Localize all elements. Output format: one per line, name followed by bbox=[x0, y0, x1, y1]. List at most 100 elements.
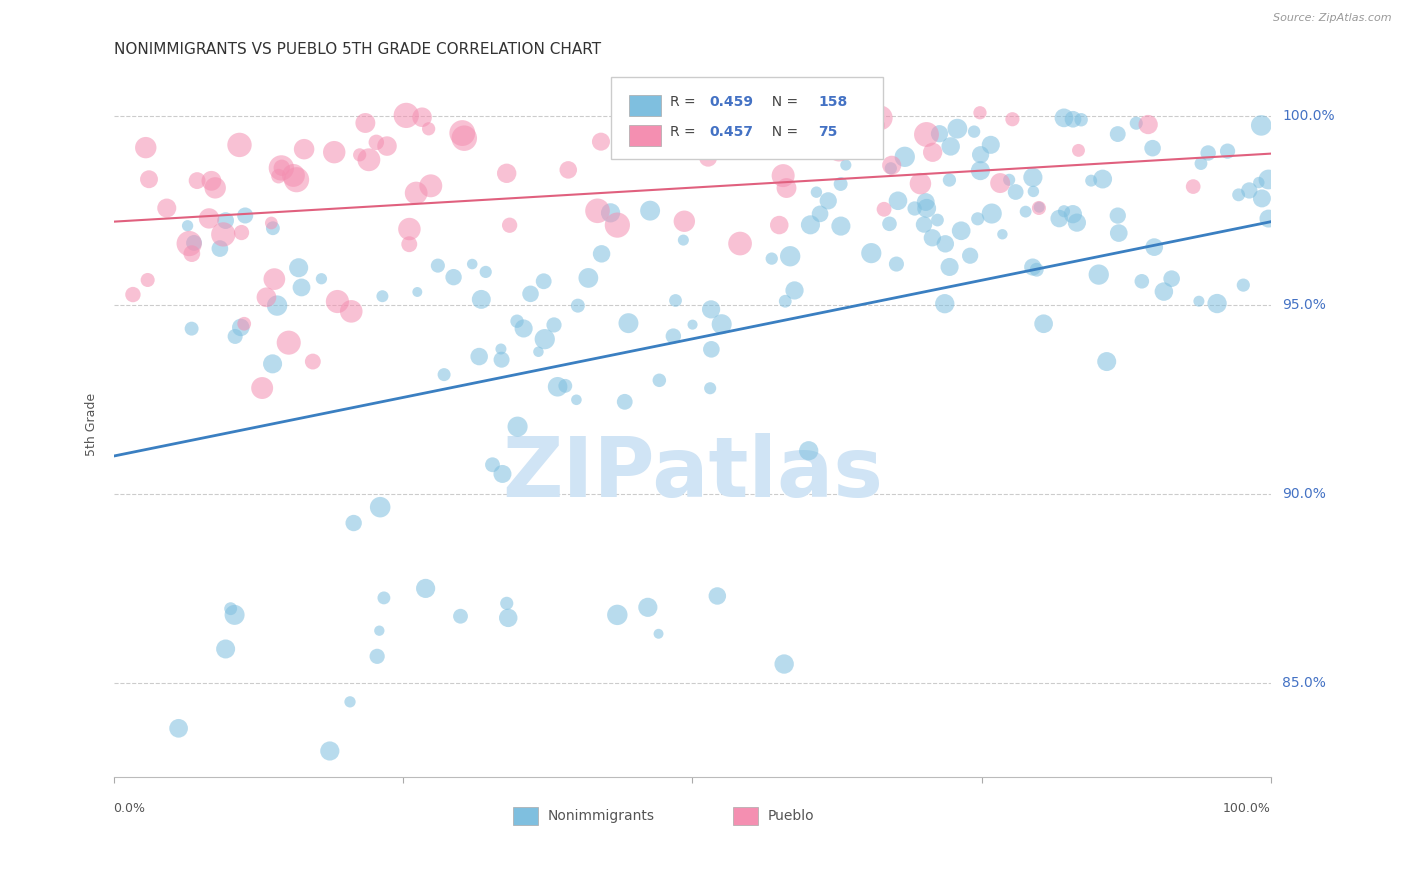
Point bbox=[613, 394, 636, 409]
Point bbox=[270, 161, 292, 175]
Text: Pueblo: Pueblo bbox=[768, 809, 814, 823]
Point bbox=[357, 153, 380, 167]
Point bbox=[224, 329, 246, 343]
Point bbox=[1053, 111, 1076, 125]
FancyBboxPatch shape bbox=[733, 807, 758, 825]
Point bbox=[398, 222, 420, 236]
Point bbox=[183, 235, 205, 250]
Point bbox=[648, 373, 671, 387]
Point bbox=[368, 500, 391, 515]
Point bbox=[323, 145, 346, 160]
Y-axis label: 5th Grade: 5th Grade bbox=[86, 392, 98, 456]
Point bbox=[1251, 191, 1274, 205]
Point bbox=[921, 145, 943, 160]
Point bbox=[912, 218, 935, 232]
Point bbox=[1066, 216, 1088, 230]
Point bbox=[700, 343, 723, 357]
Point bbox=[180, 321, 202, 335]
Point bbox=[910, 177, 932, 191]
Point bbox=[411, 110, 433, 124]
Point bbox=[950, 224, 973, 238]
Point bbox=[772, 169, 794, 183]
Point bbox=[835, 158, 858, 172]
Point bbox=[1028, 200, 1050, 214]
Point bbox=[287, 260, 309, 275]
Point bbox=[233, 209, 256, 223]
Text: R =: R = bbox=[671, 125, 700, 139]
Point bbox=[470, 293, 492, 307]
Point bbox=[828, 143, 851, 157]
Point bbox=[506, 314, 529, 328]
Point bbox=[1080, 174, 1102, 188]
Point bbox=[879, 217, 901, 231]
Point bbox=[927, 213, 949, 227]
Point bbox=[262, 221, 284, 235]
Point bbox=[214, 213, 236, 227]
Point bbox=[136, 273, 159, 287]
Point bbox=[576, 271, 599, 285]
Text: R =: R = bbox=[671, 95, 700, 109]
Text: 158: 158 bbox=[818, 95, 848, 109]
Point bbox=[340, 304, 363, 318]
Point bbox=[969, 163, 991, 178]
Text: 90.0%: 90.0% bbox=[1282, 487, 1326, 501]
Point bbox=[1182, 179, 1205, 194]
Point bbox=[1025, 262, 1047, 277]
Point bbox=[1107, 127, 1129, 141]
Point bbox=[491, 467, 513, 481]
Text: Source: ZipAtlas.com: Source: ZipAtlas.com bbox=[1274, 13, 1392, 23]
Point bbox=[669, 124, 692, 138]
Point bbox=[673, 214, 696, 228]
Point bbox=[643, 117, 665, 131]
Point bbox=[1143, 240, 1166, 254]
Point bbox=[599, 206, 621, 220]
Point bbox=[219, 601, 242, 615]
Point bbox=[638, 203, 661, 218]
Point bbox=[301, 354, 323, 368]
Point bbox=[339, 695, 361, 709]
Point bbox=[228, 137, 250, 152]
Point bbox=[817, 194, 839, 208]
Text: N =: N = bbox=[763, 125, 803, 139]
Text: N =: N = bbox=[763, 95, 803, 109]
Point bbox=[283, 169, 305, 183]
Point bbox=[682, 318, 704, 332]
Point bbox=[980, 206, 1002, 220]
Point bbox=[373, 591, 395, 605]
Point bbox=[263, 272, 285, 286]
Point bbox=[406, 285, 429, 299]
Point bbox=[453, 131, 475, 145]
Point bbox=[806, 185, 828, 199]
Point bbox=[934, 296, 956, 310]
Point bbox=[915, 128, 938, 142]
Text: 100.0%: 100.0% bbox=[1282, 109, 1334, 123]
Text: 0.0%: 0.0% bbox=[114, 803, 146, 815]
FancyBboxPatch shape bbox=[628, 125, 661, 146]
Point bbox=[375, 139, 398, 153]
Point bbox=[543, 318, 565, 332]
Point bbox=[1137, 118, 1160, 132]
Point bbox=[617, 316, 640, 330]
Point bbox=[894, 150, 917, 164]
Point bbox=[1004, 185, 1026, 199]
Point bbox=[229, 320, 252, 334]
Point bbox=[277, 335, 299, 350]
Point bbox=[887, 194, 910, 208]
Point bbox=[354, 116, 377, 130]
Point bbox=[1227, 187, 1250, 202]
Point bbox=[710, 317, 733, 331]
Point bbox=[869, 111, 891, 125]
Point bbox=[1067, 144, 1090, 158]
Point bbox=[873, 202, 896, 217]
Point bbox=[672, 233, 695, 247]
Point bbox=[233, 317, 256, 331]
Point bbox=[547, 380, 569, 394]
Point bbox=[832, 143, 855, 157]
Point bbox=[1216, 144, 1239, 158]
Point bbox=[319, 744, 342, 758]
Text: 85.0%: 85.0% bbox=[1282, 676, 1326, 690]
Point bbox=[443, 270, 465, 285]
Point bbox=[366, 136, 388, 150]
Point bbox=[481, 458, 503, 472]
Point bbox=[761, 252, 783, 266]
